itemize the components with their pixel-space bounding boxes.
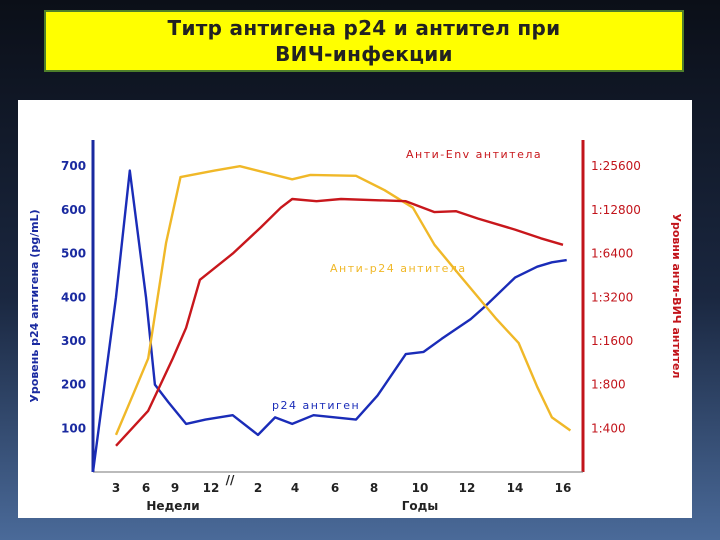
right-axis-label: Уровни анти-ВИЧ антител — [670, 214, 683, 379]
x-section-label-weeks: Недели — [146, 499, 199, 513]
x-tick-label: 8 — [370, 481, 378, 495]
right-tick-label: 1:3200 — [591, 290, 633, 304]
series-line-p24-antigen — [91, 169, 567, 473]
right-tick-label: 1:800 — [591, 378, 626, 392]
left-tick-label: 600 — [61, 203, 86, 217]
series-annotation-anti-p24: Анти-р24 антитела — [330, 262, 467, 275]
x-tick-label: 12 — [203, 481, 220, 495]
title-box: Титр антигена р24 и антител при ВИЧ-инфе… — [44, 10, 684, 72]
series-line-anti-p24 — [114, 165, 572, 436]
x-section-label-years: Годы — [402, 499, 438, 513]
left-tick-label: 300 — [61, 334, 86, 348]
series-annotation-anti-env: Анти-Env антитела — [406, 148, 542, 161]
x-tick-label: 14 — [507, 481, 524, 495]
x-tick-label: 6 — [142, 481, 150, 495]
left-tick-label: 100 — [61, 421, 86, 435]
x-tick-label: 9 — [171, 481, 179, 495]
x-tick-label: 6 — [331, 481, 339, 495]
x-tick-label: 12 — [459, 481, 476, 495]
title-line-1: Титр антигена р24 и антител при — [167, 16, 561, 40]
right-tick-label: 1:1600 — [591, 334, 633, 348]
x-tick-label: 16 — [555, 481, 572, 495]
x-tick-label: 2 — [254, 481, 262, 495]
chart-panel: 100 200 300 400 500 600 700 1:400 1:800 1:1600 1:3… — [18, 100, 692, 518]
right-tick-label: 1:6400 — [591, 247, 633, 261]
series-line-anti-env — [115, 197, 564, 447]
left-tick-label: 200 — [61, 378, 86, 392]
x-tick-label: 3 — [112, 481, 120, 495]
right-tick-label: 1:25600 — [591, 159, 641, 173]
series-annotation-p24-antigen: р24 антиген — [272, 399, 360, 412]
x-tick-label: 4 — [291, 481, 299, 495]
axis-break-marker: // — [226, 473, 235, 487]
left-tick-label: 400 — [61, 290, 86, 304]
left-tick-label: 700 — [61, 159, 86, 173]
right-tick-label: 1:400 — [591, 421, 626, 435]
right-tick-label: 1:12800 — [591, 203, 641, 217]
left-axis-label: Уровень р24 антигена (pg/mL) — [28, 209, 41, 402]
title-line-2: ВИЧ-инфекции — [275, 42, 453, 66]
left-tick-label: 500 — [61, 247, 86, 261]
x-tick-label: 10 — [412, 481, 429, 495]
chart-svg: 100 200 300 400 500 600 700 1:400 1:800 1:1600 1:3… — [28, 140, 683, 513]
